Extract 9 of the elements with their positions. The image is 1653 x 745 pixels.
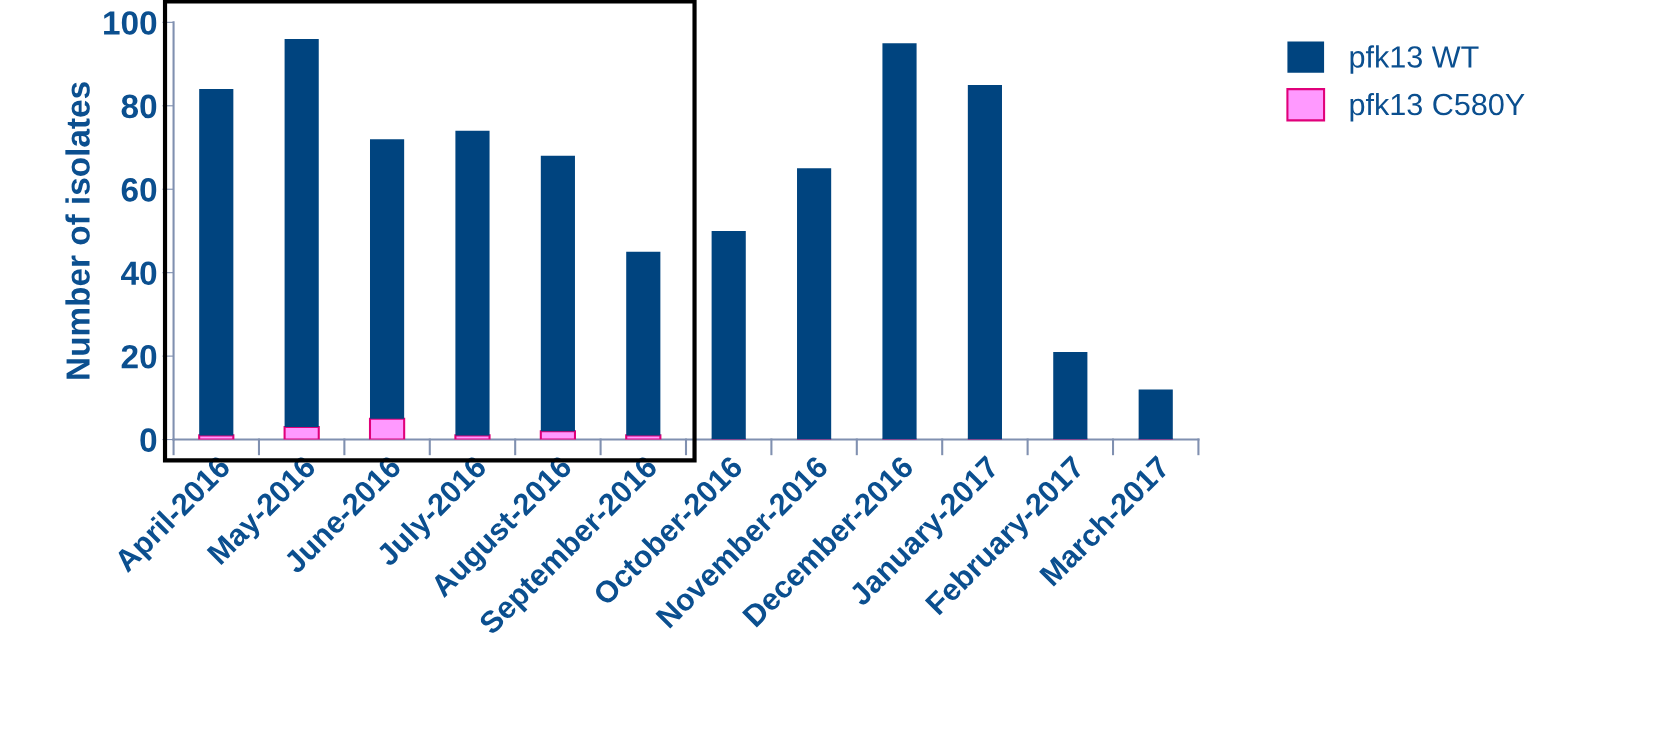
legend-label: pfk13 C580Y: [1350, 92, 1525, 122]
y-tick-label: 80: [121, 94, 157, 119]
y-tick-label: 100: [104, 11, 157, 35]
y-tick-label: 0: [140, 428, 157, 452]
legend-label: pfk13 WT: [1350, 45, 1479, 74]
y-axis-title: Number of isolates: [65, 82, 90, 379]
y-tick-label: 20: [121, 344, 157, 369]
y-tick-label: 60: [121, 178, 157, 202]
y-tick-label: 40: [121, 261, 157, 286]
